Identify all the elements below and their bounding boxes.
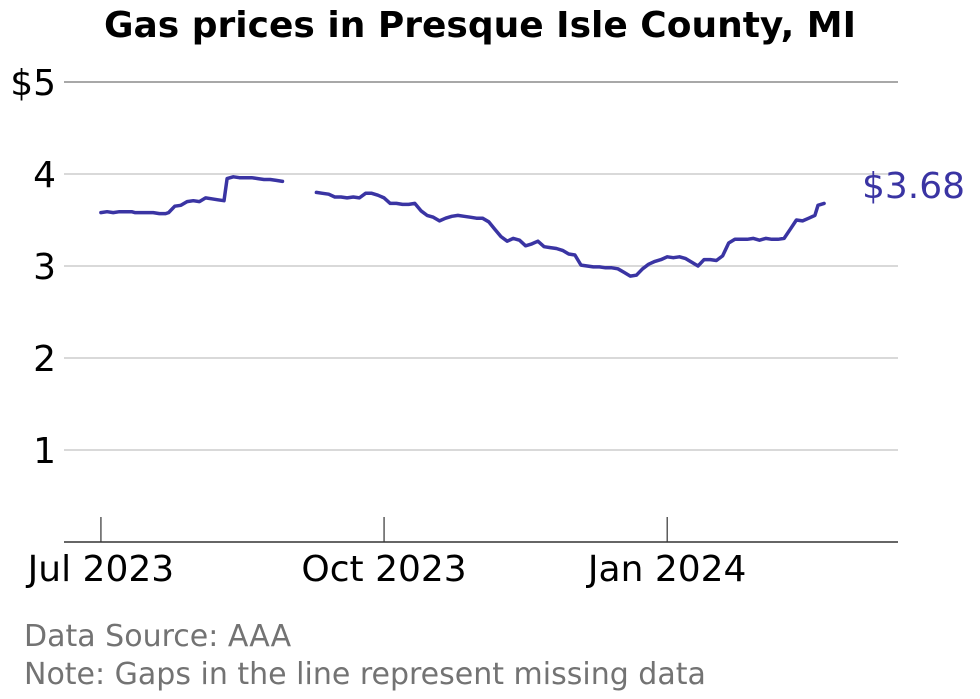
x-tick-label: Jan 2024: [586, 549, 747, 590]
y-axis: $5 4 3 2 1: [10, 63, 56, 472]
series-line-segment: [314, 190, 826, 278]
y-tick-label: 2: [33, 339, 56, 380]
y-tick-label: 1: [33, 431, 56, 472]
data-source-note: Data Source: AAA: [24, 619, 292, 654]
y-tick-label: $5: [10, 63, 56, 104]
grid: [64, 81, 898, 451]
series-line-segment: [99, 175, 285, 216]
x-tick-label: Jul 2023: [26, 549, 175, 590]
x-axis: Jul 2023 Oct 2023 Jan 2024: [26, 517, 747, 590]
end-value-label: $3.68: [862, 166, 965, 207]
y-tick-label: 3: [33, 247, 56, 288]
chart-title: Gas prices in Presque Isle County, MI: [104, 5, 856, 46]
y-tick-label: 4: [33, 155, 56, 196]
missing-data-note: Note: Gaps in the line represent missing…: [24, 657, 706, 692]
series-price: [99, 175, 826, 278]
x-tick-label: Oct 2023: [301, 549, 466, 590]
